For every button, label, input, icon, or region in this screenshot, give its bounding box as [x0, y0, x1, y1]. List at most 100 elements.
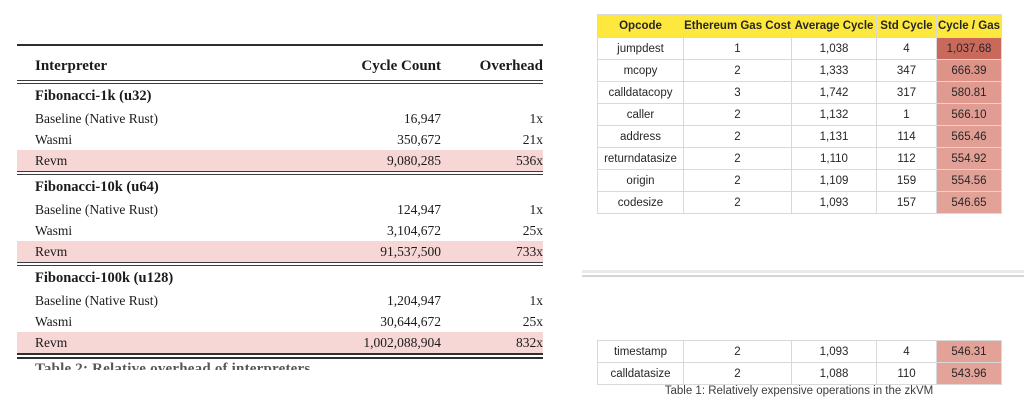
header-std-cycle: Std Cycle — [876, 14, 937, 38]
table-row: address 2 1,131 114 565.46 — [597, 125, 1002, 148]
interpreter-cell: Revm — [35, 335, 68, 350]
avg-cycle-cell: 1,093 — [791, 340, 877, 363]
opcode-cell: origin — [597, 169, 684, 192]
overhead-cell: 733x — [516, 244, 543, 259]
header-cycle-count: Cycle Count — [361, 58, 441, 74]
cycle-per-gas-cell: 546.65 — [936, 191, 1002, 214]
interpreter-cell: Revm — [35, 244, 68, 259]
section-title-row: Fibonacci-10k (u64) — [17, 175, 543, 199]
opcode-cell: calldatacopy — [597, 81, 684, 104]
cycle-count-cell: 16,947 — [403, 111, 441, 126]
table-row: codesize 2 1,093 157 546.65 — [597, 191, 1002, 214]
avg-cycle-cell: 1,038 — [791, 37, 877, 60]
overhead-cell: 25x — [522, 223, 543, 238]
interpreter-cell: Wasmi — [35, 132, 73, 147]
section-title-row: Fibonacci-100k (u128) — [17, 266, 543, 290]
gas-cell: 2 — [683, 340, 792, 363]
avg-cycle-cell: 1,742 — [791, 81, 877, 104]
cycle-per-gas-cell: 554.56 — [936, 169, 1002, 192]
table-caption: Table 1: Relatively expensive operations… — [664, 385, 934, 397]
opcode-cell: address — [597, 125, 684, 148]
avg-cycle-cell: 1,093 — [791, 191, 877, 214]
table-row-highlighted: Revm 9,080,285 536x — [17, 150, 543, 171]
overhead-cell: 536x — [516, 153, 543, 168]
header-overhead: Overhead — [479, 58, 543, 74]
table-top-rule — [17, 44, 543, 46]
table-row: mcopy 2 1,333 347 666.39 — [597, 59, 1002, 82]
gas-cell: 2 — [683, 169, 792, 192]
gas-cell: 2 — [683, 103, 792, 126]
gas-cell: 2 — [683, 362, 792, 385]
cycle-count-cell: 91,537,500 — [380, 244, 441, 259]
opcode-cell: calldatasize — [597, 362, 684, 385]
section-title: Fibonacci-1k (u32) — [35, 87, 152, 104]
interpreter-cell: Baseline (Native Rust) — [35, 202, 158, 217]
table-row: Baseline (Native Rust) 1,204,947 1x — [17, 290, 543, 311]
interpreter-cell: Baseline (Native Rust) — [35, 293, 158, 308]
table-row: jumpdest 1 1,038 4 1,037.68 — [597, 37, 1002, 60]
avg-cycle-cell: 1,088 — [791, 362, 877, 385]
opcode-cost-table-continued: timestamp 2 1,093 4 546.31 calldatasize … — [597, 340, 1002, 385]
section-title: Fibonacci-10k (u64) — [35, 178, 159, 195]
avg-cycle-cell: 1,333 — [791, 59, 877, 82]
avg-cycle-cell: 1,110 — [791, 147, 877, 170]
table-row: Wasmi 30,644,672 25x — [17, 311, 543, 332]
std-cycle-cell: 347 — [876, 59, 937, 82]
opcode-cell: jumpdest — [597, 37, 684, 60]
table-row: Wasmi 350,672 21x — [17, 129, 543, 150]
avg-cycle-cell: 1,109 — [791, 169, 877, 192]
table-row: Baseline (Native Rust) 124,947 1x — [17, 199, 543, 220]
opcode-cell: timestamp — [597, 340, 684, 363]
interpreter-cell: Baseline (Native Rust) — [35, 111, 158, 126]
overhead-cell: 25x — [522, 314, 543, 329]
section-rule — [17, 171, 543, 175]
header-cycle-per-gas: Cycle / Gas — [936, 14, 1002, 38]
clipped-table-caption: Table 2: Relative overhead of interprete… — [35, 362, 311, 370]
table-row-highlighted: Revm 91,537,500 733x — [17, 241, 543, 262]
header-gas-cost: Ethereum Gas Cost — [683, 14, 792, 38]
table-row: origin 2 1,109 159 554.56 — [597, 169, 1002, 192]
opcode-cell: caller — [597, 103, 684, 126]
interpreter-cell: Wasmi — [35, 314, 73, 329]
cycle-count-cell: 1,002,088,904 — [363, 335, 441, 350]
overhead-cell: 1x — [529, 111, 544, 126]
overhead-cell: 1x — [529, 293, 544, 308]
std-cycle-cell: 4 — [876, 340, 937, 363]
avg-cycle-cell: 1,132 — [791, 103, 877, 126]
opcode-cell: codesize — [597, 191, 684, 214]
table-header-row: Opcode Ethereum Gas Cost Average Cycle S… — [597, 14, 1002, 38]
table-row: calldatasize 2 1,088 110 543.96 — [597, 362, 1002, 385]
header-opcode: Opcode — [597, 14, 684, 38]
table-row-highlighted: Revm 1,002,088,904 832x — [17, 332, 543, 353]
overhead-cell: 1x — [529, 202, 544, 217]
gas-cell: 2 — [683, 125, 792, 148]
header-rule — [17, 80, 543, 84]
opcode-cell: returndatasize — [597, 147, 684, 170]
avg-cycle-cell: 1,131 — [791, 125, 877, 148]
cycle-count-cell: 124,947 — [397, 202, 441, 217]
std-cycle-cell: 114 — [876, 125, 937, 148]
cycle-per-gas-cell: 566.10 — [936, 103, 1002, 126]
table-row: Wasmi 3,104,672 25x — [17, 220, 543, 241]
cycle-per-gas-cell: 546.31 — [936, 340, 1002, 363]
std-cycle-cell: 112 — [876, 147, 937, 170]
cycle-count-cell: 1,204,947 — [387, 293, 441, 308]
interpreter-benchmark-table: Interpreter Cycle Count Overhead Fibonac… — [17, 44, 543, 370]
section-rule — [17, 262, 543, 266]
gas-cell: 2 — [683, 191, 792, 214]
section-title: Fibonacci-100k (u128) — [35, 269, 174, 286]
cycle-count-cell: 9,080,285 — [387, 153, 441, 168]
gas-cell: 1 — [683, 37, 792, 60]
overhead-cell: 21x — [522, 132, 543, 147]
table-row: returndatasize 2 1,110 112 554.92 — [597, 147, 1002, 170]
std-cycle-cell: 4 — [876, 37, 937, 60]
table-row: Baseline (Native Rust) 16,947 1x — [17, 108, 543, 129]
std-cycle-cell: 159 — [876, 169, 937, 192]
cycle-count-cell: 3,104,672 — [387, 223, 441, 238]
table-header-row: Interpreter Cycle Count Overhead — [17, 46, 543, 80]
header-average-cycle: Average Cycle — [791, 14, 877, 38]
cycle-count-cell: 30,644,672 — [380, 314, 441, 329]
cycle-per-gas-cell: 1,037.68 — [936, 37, 1002, 60]
cycle-count-cell: 350,672 — [397, 132, 441, 147]
